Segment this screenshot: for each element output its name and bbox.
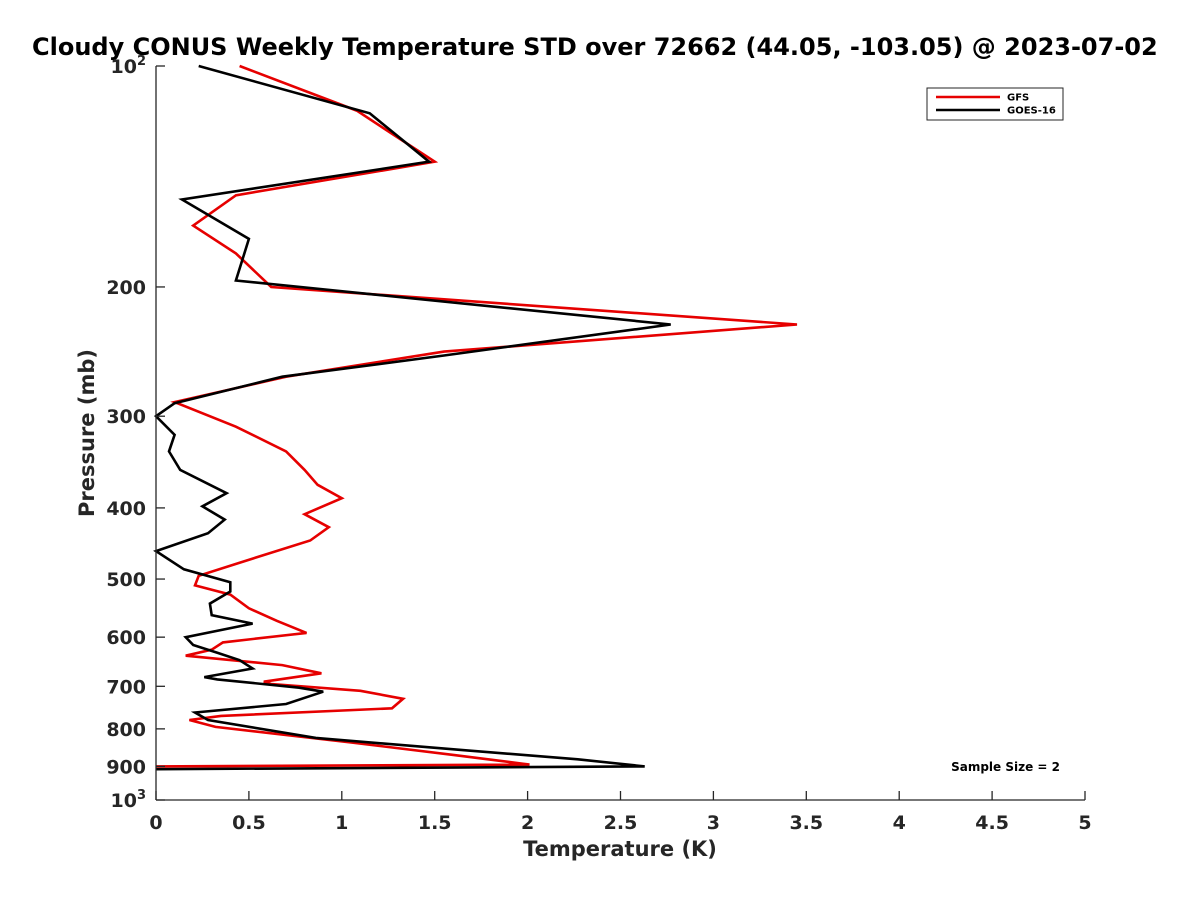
x-tick-label: 1.5 (418, 812, 452, 834)
chart-title: Cloudy CONUS Weekly Temperature STD over… (32, 33, 1158, 61)
y-tick-label: 300 (106, 406, 146, 428)
x-tick-label: 2.5 (604, 812, 638, 834)
y-tick-label: 700 (106, 676, 146, 698)
series-line-gfs (155, 64, 798, 768)
legend-label: GOES-16 (1007, 106, 1056, 117)
sample-size-note: Sample Size = 2 (951, 760, 1060, 774)
x-tick-label: 2 (521, 812, 534, 834)
legend-label: GFS (1007, 93, 1029, 104)
y-tick-label: 103 (111, 788, 147, 812)
x-tick-label: 4.5 (975, 812, 1009, 834)
x-tick-label: 0 (149, 812, 162, 834)
y-tick-label: 400 (106, 498, 146, 520)
x-tick-label: 3.5 (789, 812, 823, 834)
legend: GFS GOES-16 (926, 87, 1064, 121)
series-line-goes-16 (153, 64, 671, 771)
x-tick-label: 0.5 (232, 812, 266, 834)
x-tick-label: 3 (707, 812, 720, 834)
x-tick-label: 4 (893, 812, 906, 834)
legend-box (926, 87, 1064, 121)
series-layer (153, 64, 798, 771)
y-tick-label: 500 (106, 569, 146, 591)
y-tick-label: 900 (106, 756, 146, 778)
y-tick-label: 102 (111, 54, 147, 78)
x-tick-label: 1 (335, 812, 348, 834)
x-tick-label: 5 (1078, 812, 1091, 834)
x-axis-label: Temperature (K) (523, 837, 717, 861)
y-tick-label: 200 (106, 277, 146, 299)
axes-layer: 0 0.5 1 1.5 2 2.5 3 3.5 4 4.5 5 102 200 300 400 500 600 7… (106, 54, 1091, 834)
y-tick-label: 800 (106, 719, 146, 741)
y-axis-label: Pressure (mb) (75, 349, 99, 517)
y-tick-label: 600 (106, 627, 146, 649)
